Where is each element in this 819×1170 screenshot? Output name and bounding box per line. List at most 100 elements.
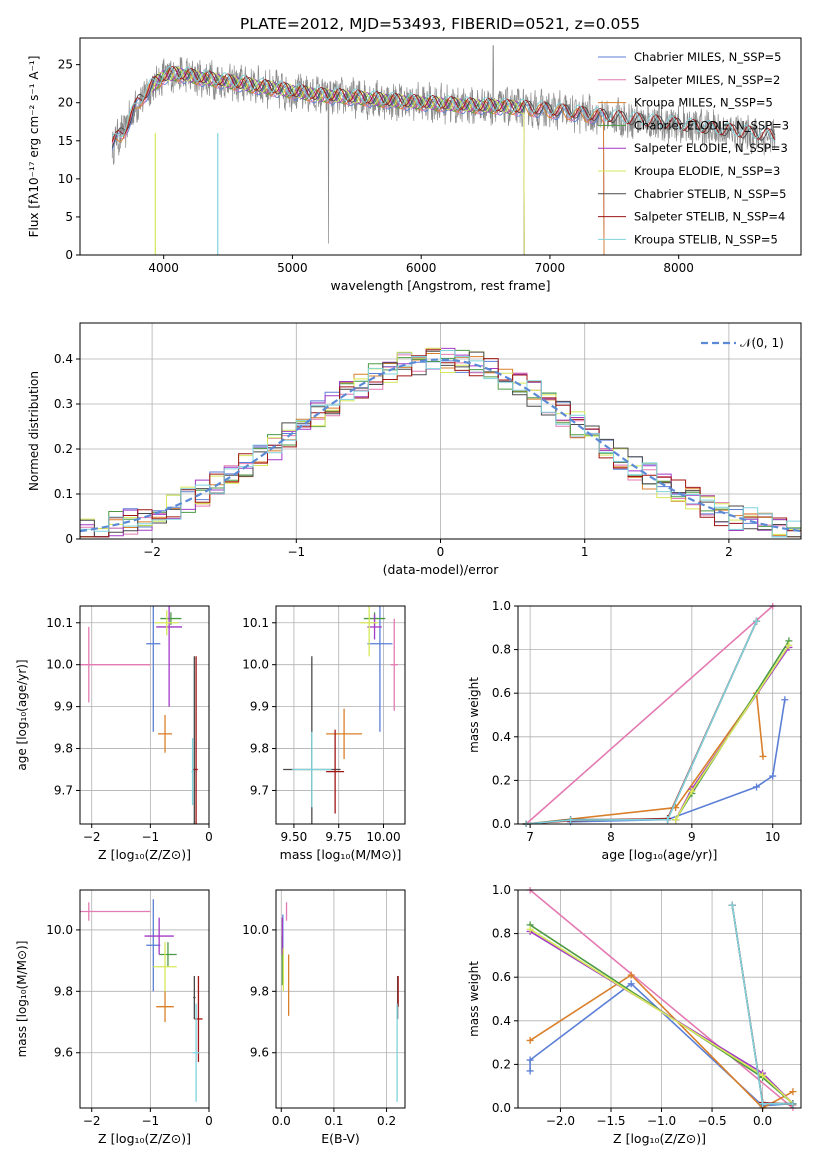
x-tick-label: −2 [83, 830, 101, 844]
x-tick-label: 0.1 [324, 1114, 343, 1128]
errorbar-salpeter-miles [80, 902, 151, 921]
errorbars [80, 606, 198, 824]
point-marker [728, 901, 736, 909]
y-tick-label: 9.6 [250, 1046, 269, 1060]
x-tick-label: −1 [142, 830, 160, 844]
point-marker [789, 1100, 797, 1108]
age-vs-Z-panel: −2 −1 0 9.7 9.8 9.9 10.0 10.1 Z [log₁₀(Z/Z⊙)] age… [15, 605, 213, 862]
panels: 4000 5000 6000 7000 80000510152025wavelength… [15, 37, 802, 1146]
observed-spectrum-line [111, 45, 776, 244]
x-tick-label: 5000 [277, 261, 308, 275]
y-tick-label: 9.8 [250, 742, 269, 756]
point-marker [627, 980, 635, 988]
y-tick-label: 0.1 [54, 487, 73, 501]
legend-label: Kroupa ELODIE, N_SSP=3 [634, 164, 780, 178]
y-tick-label: 10.1 [46, 616, 73, 630]
y-tick-label: 0.0 [492, 817, 511, 831]
y-tick-label: 1.0 [492, 599, 511, 613]
model-spectrum-kroupa-miles [111, 69, 605, 255]
errorbar-salpeter-stelib [326, 729, 345, 814]
errorbars [283, 606, 398, 824]
x-tick-label: 6000 [406, 261, 437, 275]
legend-label: Salpeter STELIB, N_SSP=4 [634, 210, 785, 224]
legend-label: 𝒩(0, 1) [740, 336, 784, 350]
y-tick-label: 10.0 [242, 923, 269, 937]
errorbar-chabrier-elodie [159, 942, 177, 967]
y-tick-label: 10.1 [242, 616, 269, 630]
x-tick-label: −1.0 [647, 1114, 676, 1128]
y-tick-label: 10 [58, 172, 73, 186]
y-tick-label: 10.0 [242, 658, 269, 672]
errorbar-chabrier-miles [146, 899, 161, 992]
x-axis-label: Z [log₁₀(Z/Z⊙)] [98, 847, 191, 862]
series-line [529, 973, 794, 1109]
x-axis-label: Z [log₁₀(Z/Z⊙)] [98, 1131, 191, 1146]
errorbar-kroupa-miles [157, 715, 173, 753]
x-tick-label: 7 [526, 830, 534, 844]
y-tick-label: 0.6 [492, 970, 511, 984]
legend-label: Salpeter MILES, N_SSP=2 [634, 73, 780, 87]
y-axis-label: Normed distribution [27, 371, 41, 491]
x-tick-label: 9.50 [281, 830, 308, 844]
x-axis-label: (data-model)/error [383, 562, 500, 577]
errorbar-salpeter-stelib [194, 656, 198, 824]
x-tick-label: 10.00 [366, 830, 400, 844]
x-tick-label: 0.2 [377, 1114, 396, 1128]
errorbars [281, 902, 399, 1102]
y-tick-label: 9.9 [54, 700, 73, 714]
x-tick-label: −2.0 [546, 1114, 575, 1128]
spectrum-panel: 4000 5000 6000 7000 8000 0 5 10 15 20 25 wavelength… [27, 37, 802, 293]
series-kroupa-stelib [728, 901, 797, 1108]
errorbar-salpeter-miles [80, 626, 151, 703]
x-axis-label: E(B-V) [321, 1131, 360, 1146]
mass-vs-EBV-panel: 0.0 0.1 0.2 9.6 9.8 10.0 E(B-V) [242, 889, 406, 1146]
y-axis-label: age [log₁₀(age/yr)] [15, 659, 29, 770]
series-lines [526, 887, 797, 1111]
model-spectrum-chabrier-elodie [150, 69, 525, 255]
point-marker [759, 1100, 767, 1108]
spectrum-lines [111, 45, 776, 255]
y-tick-label: 9.8 [250, 984, 269, 998]
x-tick-label: −1.5 [596, 1114, 625, 1128]
legend-label: Chabrier STELIB, N_SSP=5 [634, 187, 786, 201]
point-marker [672, 816, 680, 824]
errorbar-kroupa-stelib [292, 731, 332, 808]
y-tick-label: 0.0 [492, 1101, 511, 1115]
mass-weight-vs-Z-panel: −2.0 −1.5 −1.0 −0.5 0.0 0.0 0.2 0.4 0.6 0.8 1.0 Z [… [467, 883, 802, 1146]
errorbar-kroupa-elodie [155, 610, 179, 636]
series-kroupa-miles [522, 689, 767, 827]
y-tick-label: 0.3 [54, 397, 73, 411]
x-tick-label: 8000 [663, 261, 694, 275]
y-tick-label: 15 [58, 134, 73, 148]
model-spectrum-kroupa-elodie [150, 66, 525, 255]
figure-title: PLATE=2012, MJD=53493, FIBERID=0521, z=0… [240, 15, 640, 33]
axes-frame [275, 889, 406, 1109]
legend-label: Chabrier MILES, N_SSP=5 [634, 50, 781, 64]
gaussian-curve [80, 358, 801, 533]
histogram-chabrier-miles [80, 352, 801, 538]
errorbar-kroupa-miles [326, 708, 362, 760]
y-axis-label: Flux [fλ10⁻¹⁷ erg cm⁻² s⁻¹ A⁻¹] [27, 56, 41, 238]
point-marker [664, 816, 672, 824]
x-tick-label: −2 [83, 1114, 101, 1128]
errorbar-kroupa-elodie [153, 942, 177, 992]
age-vs-mass-panel: 9.50 9.75 10.00 9.7 9.8 9.9 10.0 10.1 mass [log₁… [242, 605, 406, 862]
series-line [529, 889, 794, 1109]
errorbar-salpeter-elodie [144, 917, 174, 955]
legend-label: Kroupa MILES, N_SSP=5 [634, 96, 773, 110]
x-tick-label: 2 [725, 545, 733, 559]
x-axis-label: wavelength [Angstrom, rest frame] [330, 278, 550, 293]
mass-vs-Z-panel: −2 −1 0 9.6 9.8 10.0 Z [log₁₀(Z/Z⊙)] mass [log₁… [15, 889, 213, 1146]
legend-label: Kroupa STELIB, N_SSP=5 [634, 232, 778, 246]
y-tick-label: 10.0 [46, 658, 73, 672]
y-axis-label: mass [log₁₀(M/M⊙)] [15, 941, 29, 1058]
point-marker [567, 816, 575, 824]
y-tick-label: 9.9 [250, 700, 269, 714]
point-marker [759, 752, 767, 760]
axes-frame [79, 37, 802, 256]
x-axis-label: mass [log₁₀(M/M⊙)] [280, 847, 402, 862]
point-marker [769, 772, 777, 780]
histogram-steps [80, 347, 801, 538]
axes-frame [517, 605, 802, 825]
